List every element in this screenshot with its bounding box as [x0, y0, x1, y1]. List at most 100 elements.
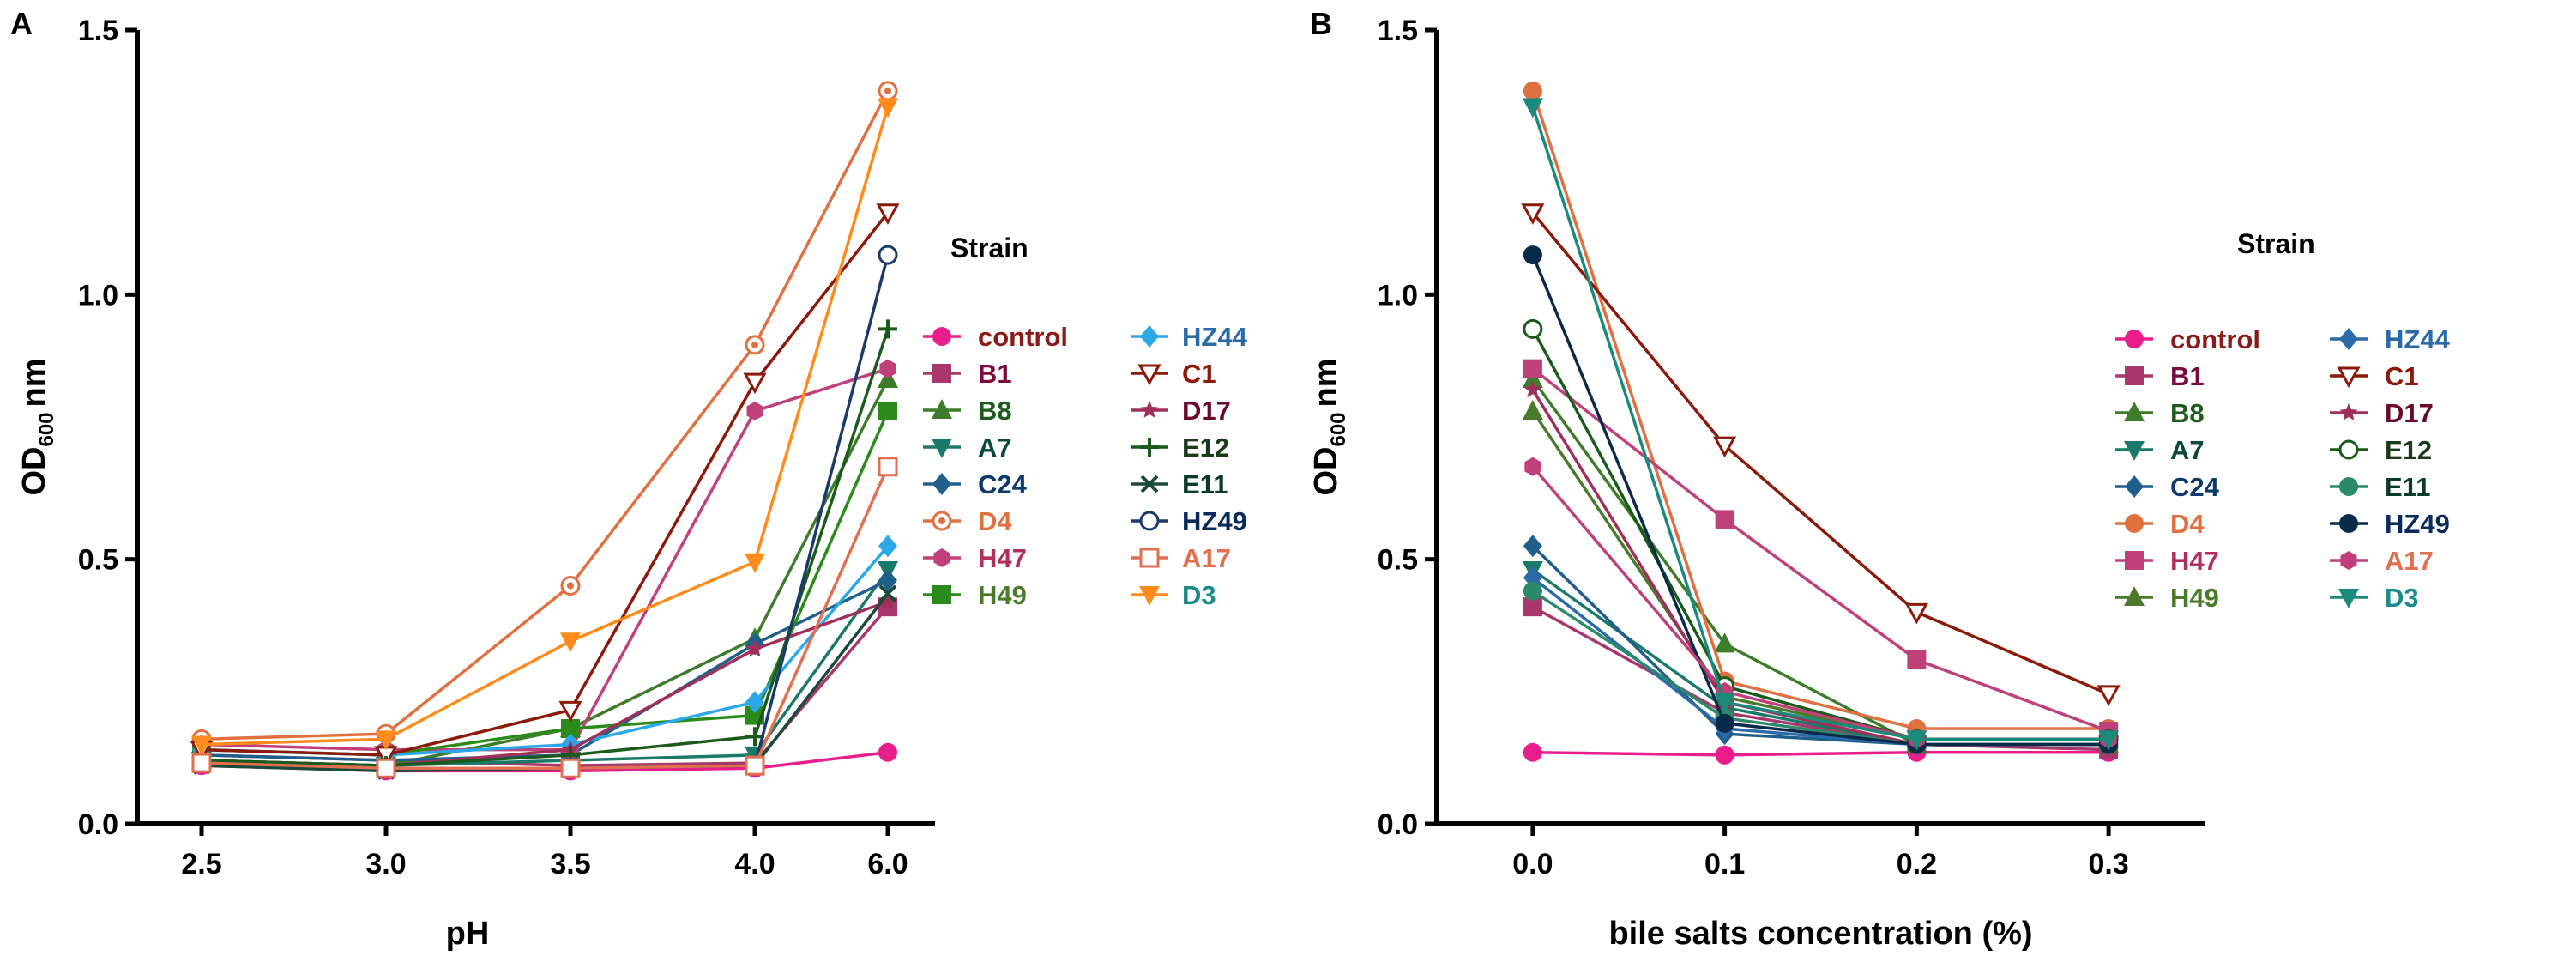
y-tick-label: 1.5 [78, 15, 118, 47]
series-h49 [192, 402, 897, 765]
legend-item: D17 [1131, 396, 1231, 426]
data-point [878, 98, 898, 118]
legend-item: E12 [2330, 435, 2432, 465]
legend-label: B1 [978, 359, 1012, 389]
legend-label: B8 [978, 396, 1012, 426]
legend-marker [2124, 586, 2145, 606]
legend-item: A7 [2115, 435, 2205, 465]
legend-marker [2337, 366, 2361, 389]
legend-item: H49 [2115, 583, 2219, 613]
series-d4 [191, 81, 898, 749]
y-axis-label: OD600nm [1308, 358, 1350, 495]
legend-item: A7 [923, 433, 1012, 463]
legend-marker [2125, 366, 2144, 385]
legend-item: E12 [1131, 433, 1229, 463]
data-point [1523, 245, 1542, 265]
data-point [191, 735, 212, 756]
legend-label: E12 [1182, 433, 1229, 463]
data-point [1523, 318, 1543, 339]
data-point [878, 742, 897, 762]
series-d3 [1522, 98, 2120, 751]
legend-marker [1137, 364, 1161, 386]
legend-label: C24 [2170, 472, 2220, 502]
data-point [1715, 713, 1734, 733]
legend-label: C1 [1182, 359, 1216, 389]
legend-item: E11 [2330, 472, 2430, 502]
legend-marker [2124, 402, 2145, 421]
data-point [1524, 457, 1541, 476]
series-line [201, 592, 890, 773]
legend-label: D17 [1182, 396, 1231, 426]
data-point [745, 639, 764, 657]
y-tick-label: 0.5 [1378, 544, 1418, 577]
series-line [1531, 367, 2109, 733]
legend-item: HZ49 [1131, 506, 1247, 536]
legend-marker [2339, 477, 2358, 496]
series-line [1531, 378, 2109, 747]
legend-item: B8 [923, 396, 1012, 426]
legend-marker [2339, 514, 2358, 533]
legend-marker [2124, 441, 2145, 461]
legend-item: C1 [1131, 359, 1216, 389]
y-tick-label: 0.0 [1378, 808, 1418, 841]
legend-label: D3 [2385, 583, 2419, 613]
data-point [876, 203, 900, 225]
data-point [1523, 380, 1542, 398]
legend-item: H49 [923, 580, 1027, 610]
legend-marker [932, 511, 952, 531]
legend-marker [2338, 589, 2359, 608]
legend-label: HZ44 [1182, 322, 1248, 352]
legend-marker [2125, 514, 2144, 533]
legend: Strain control B1 B8 A7 C24 D4 H47 H49 HZ44 C1 D17 E… [923, 233, 1248, 610]
data-point [1714, 632, 1735, 653]
data-point [743, 372, 767, 395]
series-line [1531, 328, 2109, 741]
legend-item: C24 [923, 469, 1028, 499]
legend-marker [2125, 551, 2144, 570]
legend-label: B8 [2170, 398, 2205, 428]
panel-a: A 0.0 0.5 1.0 1.5 2.5 3.0 3.5 4.0 6.0 pH OD600nm Str… [10, 6, 1248, 952]
data-point [878, 402, 897, 420]
panel-b: B 0.0 0.5 1.0 1.5 0.0 0.1 0.2 0.3 bile salts conc… [1308, 6, 2451, 952]
data-point [878, 457, 898, 477]
data-point [745, 335, 765, 355]
legend-label: B1 [2170, 361, 2205, 391]
data-point [1523, 597, 1542, 617]
data-point [376, 730, 396, 751]
legend-marker [1140, 401, 1159, 418]
legend-label: H47 [2170, 546, 2219, 576]
legend-label: HZ49 [1182, 506, 1247, 536]
legend-marker [932, 473, 951, 495]
series-d3 [191, 98, 898, 756]
legend-item: B1 [2115, 361, 2205, 391]
series-a17 [191, 457, 898, 778]
data-point [1907, 650, 1927, 669]
x-tick-label: 3.0 [365, 848, 406, 880]
data-point [561, 719, 580, 738]
data-point [1523, 742, 1542, 762]
series-h47 [1523, 359, 2119, 741]
y-axis-label: OD600nm [16, 358, 58, 495]
legend-label: D3 [1182, 580, 1216, 610]
legend-marker [1139, 511, 1160, 531]
legend-label: E12 [2385, 435, 2432, 465]
data-point [878, 81, 898, 101]
x-tick-label: 0.1 [1704, 848, 1745, 880]
x-tick-label: 2.5 [181, 848, 221, 880]
legend-item: B8 [2115, 398, 2205, 428]
data-point [1713, 436, 1737, 458]
legend-marker [933, 548, 950, 567]
legend-label: C24 [978, 469, 1028, 499]
data-point [878, 535, 897, 558]
legend-marker [1139, 586, 1160, 606]
series-line [1532, 605, 2109, 752]
legend-label: E11 [2385, 472, 2430, 502]
data-point [1715, 745, 1734, 765]
series-d17 [1523, 380, 2118, 753]
legend-marker [1139, 548, 1160, 568]
data-point [376, 758, 396, 778]
legend-item: C24 [2115, 472, 2220, 502]
legend-item: HZ44 [1131, 322, 1248, 352]
legend-label: A7 [2170, 435, 2205, 465]
x-tick-label: 0.2 [1897, 848, 1937, 880]
